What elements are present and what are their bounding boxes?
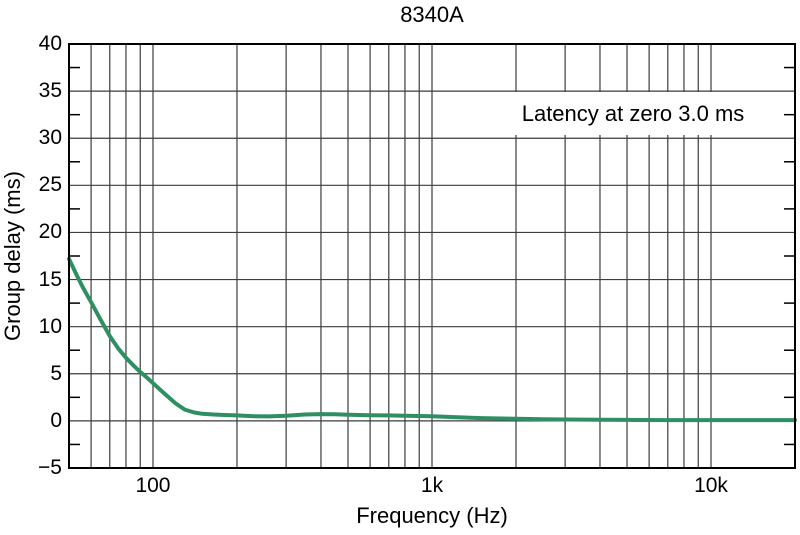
group-delay-curve — [67, 256, 797, 423]
y-tick-label: 30 — [38, 126, 62, 150]
y-tick-label: 35 — [38, 79, 62, 103]
y-tick-label: 20 — [38, 220, 62, 244]
y-tick-label: 15 — [38, 267, 62, 291]
latency-annotation: Latency at zero 3.0 ms — [514, 92, 752, 135]
x-axis-label: Frequency (Hz) — [356, 503, 508, 528]
y-tick-label: 5 — [50, 361, 62, 385]
x-tick-label: 10k — [694, 474, 728, 497]
y-tick-label: 40 — [38, 32, 62, 55]
plot-frame — [68, 43, 796, 469]
x-tick-label: 1k — [420, 474, 444, 497]
y-tick-label: 10 — [38, 314, 62, 338]
x-tick-label: 100 — [135, 474, 171, 497]
chart-title: 8340A — [400, 2, 464, 27]
y-tick-label: −5 — [38, 456, 62, 479]
y-tick-label: 0 — [50, 408, 62, 432]
y-tick-label: 25 — [38, 173, 62, 197]
